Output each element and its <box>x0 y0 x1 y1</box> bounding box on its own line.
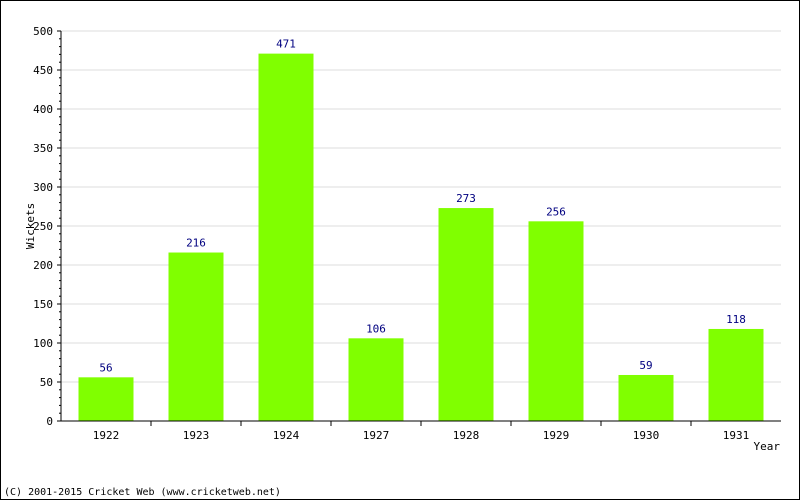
data-label: 256 <box>546 205 566 218</box>
y-tick-label: 150 <box>33 298 53 311</box>
y-tick-label: 50 <box>40 376 53 389</box>
x-tick-label: 1928 <box>453 429 480 442</box>
y-tick-label: 300 <box>33 181 53 194</box>
y-tick-label: 450 <box>33 64 53 77</box>
y-tick-label: 100 <box>33 337 53 350</box>
data-label: 106 <box>366 322 386 335</box>
x-tick-label: 1931 <box>723 429 750 442</box>
data-label: 471 <box>276 38 296 51</box>
x-axis-ticks: 1922 1923 1924 1927 1928 1929 1930 1931 <box>93 421 750 442</box>
y-tick-label: 200 <box>33 259 53 272</box>
bar <box>168 252 224 421</box>
y-tick-label: 400 <box>33 103 53 116</box>
data-label: 216 <box>186 237 206 250</box>
x-tick-label: 1929 <box>543 429 570 442</box>
bar <box>708 328 764 421</box>
x-tick-label: 1923 <box>183 429 210 442</box>
x-tick-label: 1924 <box>273 429 300 442</box>
data-label: 59 <box>639 359 652 372</box>
y-tick-label: 350 <box>33 142 53 155</box>
bars <box>78 53 764 422</box>
x-axis-title: Year <box>754 440 781 453</box>
y-tick-label: 500 <box>33 25 53 38</box>
data-labels: 56 216 471 106 273 256 59 118 <box>99 38 746 375</box>
x-tick-label: 1927 <box>363 429 390 442</box>
bar <box>618 374 674 421</box>
copyright-footer: (C) 2001-2015 Cricket Web (www.cricketwe… <box>4 487 281 498</box>
x-tick-label: 1922 <box>93 429 120 442</box>
y-tick-label: 250 <box>33 220 53 233</box>
y-axis-ticks: 0 50 100 150 200 250 300 350 400 450 500 <box>33 25 61 428</box>
data-label: 56 <box>99 361 112 374</box>
bar <box>348 338 404 421</box>
bar <box>528 221 584 421</box>
y-tick-label: 0 <box>46 415 53 428</box>
y-axis-title: Wickets <box>24 203 37 249</box>
bar <box>438 208 494 421</box>
data-label: 118 <box>726 313 746 326</box>
x-tick-label: 1930 <box>633 429 660 442</box>
data-label: 273 <box>456 192 476 205</box>
bar <box>258 53 314 422</box>
bar <box>78 377 134 421</box>
